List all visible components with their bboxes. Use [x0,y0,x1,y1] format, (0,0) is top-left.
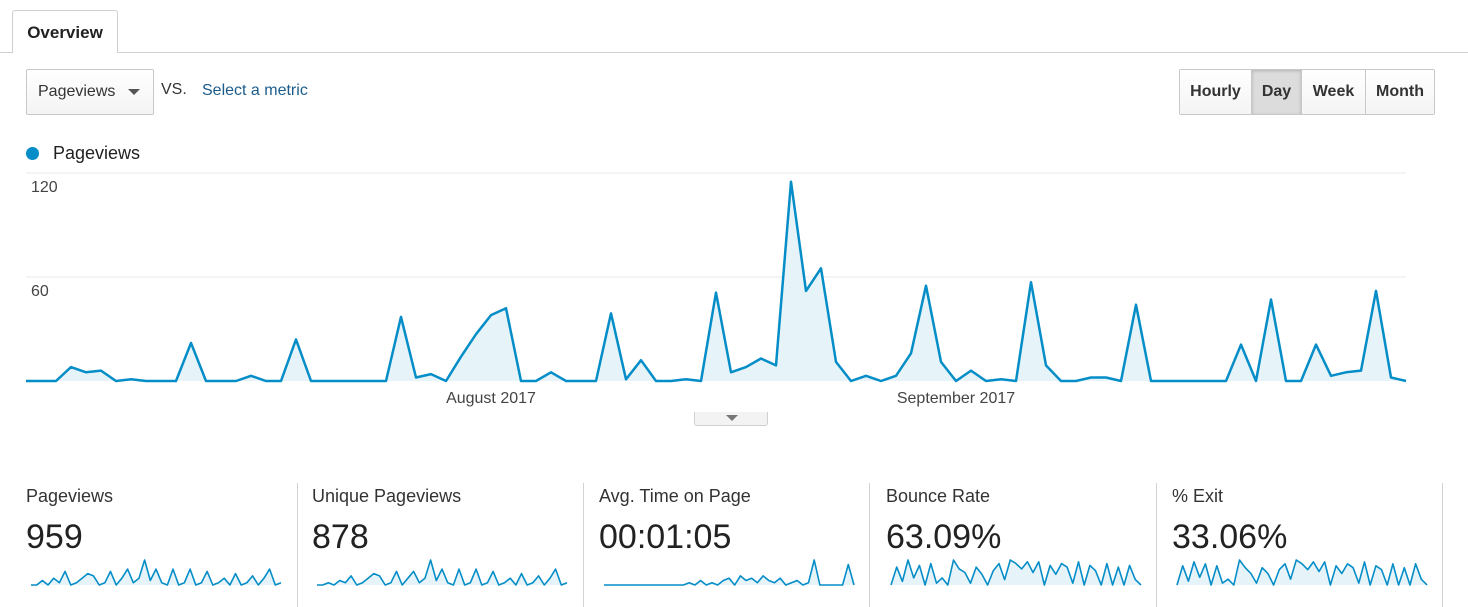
x-tick-label: September 2017 [897,390,1015,407]
scorecard-avg-time-on-page[interactable]: Avg. Time on Page 00:01:05 [583,483,869,607]
y-tick-label: 60 [31,283,49,300]
scorecard-bounce-rate[interactable]: Bounce Rate 63.09% [869,483,1155,607]
scorecard-divider [1442,483,1443,607]
sparkline-line [604,559,855,586]
day-button[interactable]: Day [1251,70,1301,114]
chevron-down-icon [128,89,140,95]
scorecard-title: Bounce Rate [886,486,991,506]
x-tick-label: August 2017 [446,390,536,407]
tab-bar-divider [0,52,1468,53]
scorecard-title: Avg. Time on Page [599,486,751,506]
series-line [26,180,1407,383]
sparkline-line [31,559,282,586]
sparkline-area [891,560,1141,585]
scorecard-divider [583,483,584,607]
sparkline-line [1176,559,1428,586]
scorecard-divider [1156,483,1157,607]
y-tick-label: 120 [31,179,58,196]
sparkline-line [317,559,568,586]
scorecard-pageviews[interactable]: Pageviews 959 [0,483,286,607]
scorecard-sparkline [31,559,282,586]
scorecard-value: 00:01:05 [599,518,732,556]
legend-label: Pageviews [53,143,141,163]
scorecard-title: % Exit [1172,486,1224,506]
scorecard-sparkline [1176,559,1428,586]
select-metric-link[interactable]: Select a metric [202,82,308,99]
sparkline-area [1177,560,1427,585]
sparkline-area [604,560,854,585]
month-button[interactable]: Month [1365,70,1434,114]
sparkline-area [31,560,281,585]
hourly-button[interactable]: Hourly [1180,70,1251,114]
scorecard-exit[interactable]: % Exit 33.06% [1156,483,1443,607]
scorecard-divider [869,483,870,607]
scorecard-sparkline [604,559,855,586]
scorecard-sparkline [890,559,1142,586]
week-button[interactable]: Week [1301,70,1365,114]
scorecard-value: 63.09% [886,518,1002,556]
sparkline-line [890,559,1142,586]
scorecard-value: 959 [26,518,83,556]
pageviews-chart: 60 120 August 2017 September 2017 [26,172,1407,407]
scorecard-sparkline [317,559,568,586]
series-area [26,181,1406,381]
scorecard-title: Pageviews [26,486,114,506]
sparkline-area [317,560,567,585]
vs-label: VS. [161,81,187,98]
scorecard-value: 33.06% [1172,518,1288,556]
granularity-toggle: Hourly Day Week Month [1179,69,1435,115]
caret-down-icon [726,415,738,421]
scorecard-divider [297,483,298,607]
scorecard-value: 878 [312,518,369,556]
metric-select-value: Pageviews [38,83,116,100]
chart-expander[interactable] [694,412,768,426]
scorecard-title: Unique Pageviews [312,486,462,506]
scorecards: Pageviews 959 Unique Pageviews 878 Avg. … [0,483,1468,607]
scorecard-unique-pageviews[interactable]: Unique Pageviews 878 [297,483,583,607]
metric-select[interactable]: Pageviews [26,69,154,115]
tab-overview[interactable]: Overview [12,10,118,53]
legend-dot-icon [26,147,39,160]
tab-bar: Overview [0,0,1468,53]
